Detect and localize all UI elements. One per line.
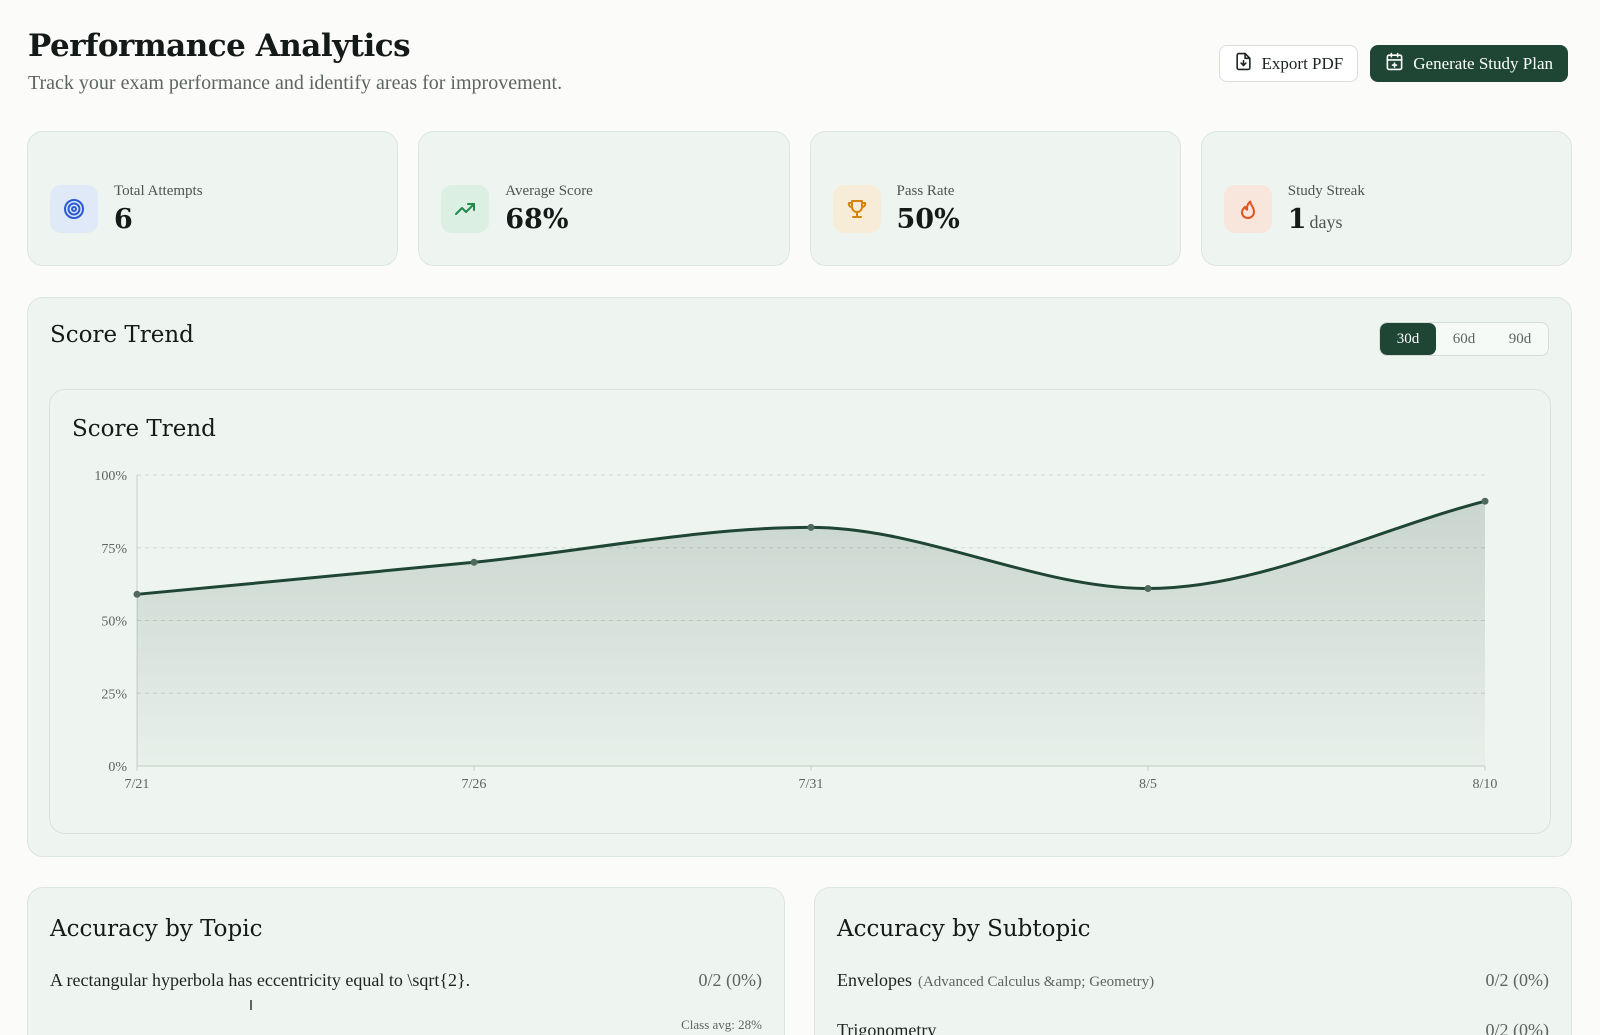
subtopic-label: Trigonometry — [837, 1020, 937, 1035]
page-header: Performance Analytics Track your exam pe… — [28, 28, 562, 95]
subtopic-score: 0/2 (0%) — [1485, 970, 1549, 990]
stat-card-total-attempts: Total Attempts 6 — [27, 131, 399, 266]
accuracy-topic-heading: Accuracy by Topic — [50, 916, 263, 942]
x-tick-label: 8/10 — [1473, 777, 1498, 792]
page-title: Performance Analytics — [28, 28, 411, 64]
header-actions: Export PDF Generate Study Plan — [1218, 45, 1568, 82]
y-tick-label: 75% — [101, 542, 127, 557]
calendar-plus-icon — [1385, 52, 1404, 76]
accuracy-by-topic-panel: Accuracy by Topic A rectangular hyperbol… — [27, 887, 785, 1035]
stat-label: Average Score — [505, 182, 593, 199]
score-trend-chart: 7/21 7/26 7/31 8/5 8/10 0% 25% 50% 75% 100% — [94, 469, 1498, 792]
stat-label: Total Attempts — [114, 182, 203, 199]
trophy-icon — [832, 184, 881, 233]
data-point[interactable] — [807, 523, 815, 531]
topic-label: A rectangular hyperbola has eccentricity… — [50, 970, 471, 990]
subtopic-parent-label: (Advanced Calculus &amp; Geometry) — [917, 974, 1155, 990]
trending-up-icon — [441, 184, 490, 233]
stat-label: Study Streak — [1287, 182, 1365, 199]
stat-label: Pass Rate — [896, 182, 955, 199]
x-tick-label: 8/5 — [1139, 777, 1157, 792]
range-90d-button[interactable]: 90d — [1508, 330, 1532, 347]
class-avg-label: Class avg: 28% — [681, 1017, 762, 1032]
y-tick-label: 25% — [101, 687, 127, 702]
topic-row[interactable]: A rectangular hyperbola has eccentricity… — [50, 970, 762, 991]
stat-number: 50% — [896, 203, 960, 235]
stats-row: Total Attempts 6 Average Score 68% Pass … — [27, 131, 1572, 266]
stat-number: 68% — [505, 203, 569, 235]
stat-card-pass-rate: Pass Rate 50% — [809, 131, 1181, 266]
data-point[interactable] — [1144, 584, 1152, 592]
range-30d-button[interactable]: 30d — [1380, 323, 1436, 355]
stat-number: 6 — [114, 203, 133, 235]
stat-card-average-score: Average Score 68% — [418, 131, 790, 266]
target-icon — [50, 184, 98, 233]
generate-study-plan-label: Generate Study Plan — [1413, 53, 1553, 73]
chart-title: Score Trend — [72, 416, 216, 442]
stat-number: 1 — [1287, 203, 1307, 235]
data-point[interactable] — [1481, 497, 1489, 505]
page-subtitle: Track your exam performance and identify… — [28, 72, 563, 94]
y-tick-label: 0% — [108, 760, 127, 775]
topic-score: 0/2 (0%) — [698, 970, 762, 990]
stat-value: 68% — [505, 204, 593, 235]
stat-value: 50% — [897, 204, 960, 235]
score-area — [137, 501, 1485, 766]
stat-unit: days — [1309, 211, 1343, 232]
x-tick-label: 7/31 — [799, 777, 824, 792]
range-toggle: 30d 60d 90d — [1379, 322, 1549, 356]
flame-icon — [1223, 184, 1272, 233]
stat-value: 6 — [114, 204, 203, 235]
subtopic-label: Envelopes — [837, 970, 912, 990]
file-download-icon — [1234, 52, 1253, 76]
y-tick-label: 50% — [101, 615, 127, 630]
score-trend-chart-card: 7/21 7/26 7/31 8/5 8/10 0% 25% 50% 75% 100% Scor… — [49, 389, 1551, 834]
subtopic-row[interactable]: Trigonometry 0/2 (0%) — [837, 1020, 1549, 1035]
score-trend-panel: Score Trend 30d 60d 90d 7/21 7/26 7/31 8/5 8… — [27, 297, 1572, 857]
y-tick-label: 100% — [94, 469, 127, 484]
x-tick-label: 7/21 — [125, 777, 150, 792]
range-60d-button[interactable]: 60d — [1452, 330, 1476, 347]
stat-card-study-streak: Study Streak 1 days — [1200, 131, 1572, 266]
subtopic-row[interactable]: Envelopes (Advanced Calculus &amp; Geomet… — [837, 970, 1549, 991]
data-point[interactable] — [470, 558, 478, 566]
x-tick-label: 7/26 — [462, 777, 487, 792]
export-pdf-button[interactable]: Export PDF — [1218, 45, 1359, 82]
accuracy-by-subtopic-panel: Accuracy by Subtopic Envelopes (Advanced … — [814, 887, 1572, 1035]
subtopic-score: 0/2 (0%) — [1485, 1020, 1549, 1035]
export-pdf-label: Export PDF — [1261, 53, 1344, 73]
accuracy-subtopic-heading: Accuracy by Subtopic — [837, 916, 1091, 942]
score-trend-heading: Score Trend — [50, 322, 194, 348]
generate-study-plan-button[interactable]: Generate Study Plan — [1370, 45, 1568, 82]
data-point[interactable] — [133, 590, 141, 598]
stat-value: 1 days — [1288, 204, 1365, 235]
class-avg-marker — [249, 1000, 252, 1010]
